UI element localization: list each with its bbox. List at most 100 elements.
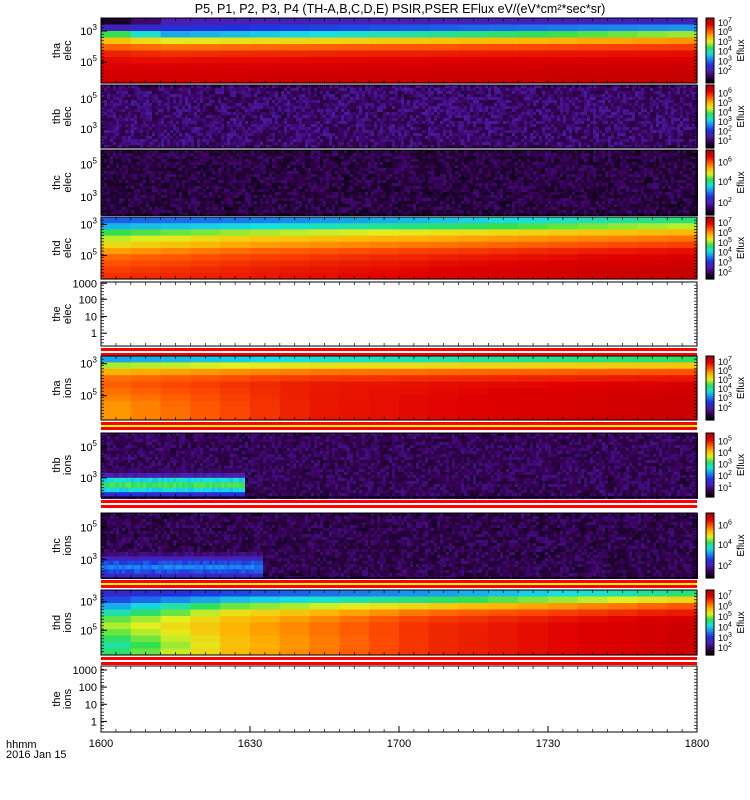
spectrogram-cell	[110, 162, 113, 165]
spectrogram-cell	[689, 133, 692, 136]
spectrogram-cell	[596, 88, 599, 91]
spectrogram-cell	[416, 133, 419, 136]
spectrogram-cell	[482, 91, 485, 94]
spectrogram-cell	[107, 118, 110, 121]
spectrogram-cell	[577, 37, 609, 45]
spectrogram-cell	[197, 109, 200, 112]
spectrogram-cell	[443, 127, 446, 130]
spectrogram-cell	[692, 100, 695, 103]
spectrogram-cell	[119, 139, 122, 142]
spectrogram-cell	[161, 136, 164, 139]
spectrogram-cell	[308, 136, 311, 139]
spectrogram-cell	[581, 124, 584, 127]
spectrogram-cell	[182, 124, 185, 127]
spectrogram-cell	[314, 136, 317, 139]
spectrogram-cell	[164, 88, 167, 91]
spectrogram-cell	[248, 124, 251, 127]
spectrogram-cell	[485, 130, 488, 133]
spectrogram-cell	[182, 103, 185, 106]
spectrogram-cell	[194, 118, 197, 121]
spectrogram-cell	[599, 103, 602, 106]
spectrogram-cell	[236, 106, 239, 109]
spectrogram-cell	[377, 139, 380, 142]
spectrogram-cell	[680, 103, 683, 106]
spectrogram-cell	[607, 57, 638, 65]
spectrogram-cell	[242, 145, 245, 148]
spectrogram-cell	[620, 97, 623, 100]
spectrogram-cell	[220, 31, 251, 39]
spectrogram-cell	[188, 100, 191, 103]
spectrogram-cell	[230, 97, 233, 100]
spectrogram-cell	[278, 121, 281, 124]
spectrogram-cell	[637, 63, 668, 71]
spectrogram-cell	[575, 139, 578, 142]
spectrogram-cell	[356, 115, 359, 118]
spectrogram-cell	[506, 136, 509, 139]
spectrogram-cell	[455, 94, 458, 97]
spectrogram-cell	[134, 112, 137, 115]
colorbar-tick-label: 106	[718, 88, 732, 99]
spectrogram-cell	[659, 85, 662, 88]
spectrogram-cell	[173, 121, 176, 124]
spectrogram-cell	[509, 85, 512, 88]
spectrogram-cell	[413, 106, 416, 109]
spectrogram-cell	[392, 91, 395, 94]
spectrogram-cell	[279, 31, 311, 39]
colorbar-swatch	[706, 108, 714, 111]
spectrogram-cell	[398, 118, 401, 121]
y-tick-exponent: 5	[93, 91, 98, 100]
spectrogram-cell	[230, 118, 233, 121]
spectrogram-cell	[119, 145, 122, 148]
spectrogram-cell	[272, 139, 275, 142]
spectrogram-cell	[533, 112, 536, 115]
spectrogram-cell	[164, 118, 167, 121]
spectrogram-cell	[122, 153, 125, 156]
spectrogram-cell	[203, 94, 206, 97]
spectrogram-cell	[431, 136, 434, 139]
spectrogram-cell	[182, 88, 185, 91]
spectrogram-cell	[290, 88, 293, 91]
spectrogram-cell	[611, 133, 614, 136]
spectrogram-cell	[191, 115, 194, 118]
spectrogram-cell	[455, 91, 458, 94]
spectrogram-cell	[287, 145, 290, 148]
spectrogram-cell	[215, 112, 218, 115]
spectrogram-cell	[344, 127, 347, 130]
spectrogram-cell	[440, 145, 443, 148]
spectrogram-cell	[389, 109, 392, 112]
spectrogram-cell	[503, 94, 506, 97]
spectrogram-cell	[524, 142, 527, 145]
spectrogram-cell	[533, 115, 536, 118]
spectrogram-cell	[170, 88, 173, 91]
spectrogram-cell	[503, 97, 506, 100]
spectrogram-cell	[374, 88, 377, 91]
spectrogram-cell	[206, 142, 209, 145]
spectrogram-cell	[344, 130, 347, 133]
spectrogram-cell	[275, 124, 278, 127]
spectrogram-cell	[227, 91, 230, 94]
spectrogram-cell	[476, 97, 479, 100]
spectrogram-cell	[296, 127, 299, 130]
spectrogram-cell	[548, 127, 551, 130]
spectrogram-cell	[167, 127, 170, 130]
spectrogram-cell	[644, 91, 647, 94]
spectrogram-cell	[167, 94, 170, 97]
spectrogram-cell	[593, 112, 596, 115]
spectrogram-cell	[365, 124, 368, 127]
spectrogram-cell	[146, 133, 149, 136]
spectrogram-cell	[170, 103, 173, 106]
spectrogram-cell	[128, 180, 131, 183]
spectrogram-cell	[299, 145, 302, 148]
spectrogram-cell	[470, 121, 473, 124]
spectrogram-cell	[209, 91, 212, 94]
spectrogram-cell	[110, 106, 113, 109]
spectrogram-cell	[692, 121, 695, 124]
spectrogram-cell	[122, 165, 125, 168]
spectrogram-cell	[191, 124, 194, 127]
spectrogram-cell	[551, 106, 554, 109]
spectrogram-cell	[386, 142, 389, 145]
spectrogram-cell	[239, 139, 242, 142]
spectrogram-cell	[380, 109, 383, 112]
spectrogram-cell	[206, 133, 209, 136]
spectrogram-cell	[161, 118, 164, 121]
